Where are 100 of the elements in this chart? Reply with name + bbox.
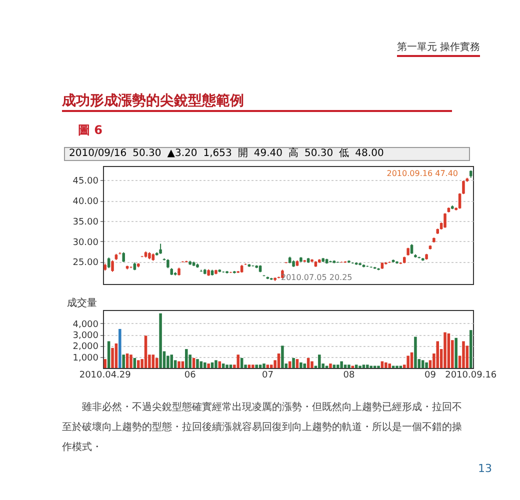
text: 2010/09/16 [69,148,127,160]
bar [111,348,114,368]
bar [203,362,206,368]
chart-title: 成功形成漲勢的尖銳型態範例 [62,92,452,112]
bar [340,361,343,368]
x-tick-label: 07 [262,370,274,380]
bar [222,364,225,368]
bar [226,364,228,368]
bar [255,364,258,368]
candlestick [159,243,162,254]
chart-subtitle: 圖 6 [78,122,103,139]
bar [229,364,232,368]
bar [421,360,424,368]
bar [178,361,180,368]
bar [348,364,350,368]
bar [410,352,414,368]
text: 第一單元 操作實務 [396,40,480,57]
bar [425,362,428,368]
text: 50.30 [132,148,162,160]
text: 1,653 [203,148,232,160]
bar [114,343,118,368]
text: 13 [478,462,492,475]
candlestick [107,257,110,269]
bar [196,359,199,368]
text: 50.30 [304,148,334,160]
y-tick-label: 30.00 [72,238,99,248]
y-tick-label: 40.00 [72,197,99,208]
bar [306,358,310,368]
x-tick-label: 2010.04.29 [79,370,132,380]
text: 開 [238,148,248,160]
bar [329,364,332,368]
bar [436,341,440,368]
annotation: 2010.07.05 20.25 [281,273,352,282]
bar [444,332,446,368]
bar [130,354,132,368]
bar [388,364,391,368]
candlestick [444,212,446,228]
bar [122,354,125,368]
annotation: 2010.09.16 47.40 [386,169,458,178]
bar [318,354,321,368]
bar [236,354,240,368]
bar [447,333,450,368]
bar [462,341,465,368]
bar [144,336,148,368]
bar [344,364,347,368]
bar [414,336,417,368]
bar [469,330,472,368]
bar [240,358,244,368]
bar [214,360,218,368]
bar [207,364,210,368]
bar [155,358,158,368]
bar [185,349,188,368]
bar [384,362,388,368]
text: 49.40 [254,148,283,160]
bar [281,346,284,368]
bar [277,354,280,368]
x-tick-label: 06 [184,370,196,380]
bar [136,360,140,368]
x-tick-label: 09 [424,370,436,380]
text: 48.00 [355,148,384,160]
bar [454,338,458,368]
bar [104,359,107,368]
y-tick-label: 45.00 [72,176,99,187]
chart-title: 成交量 [67,297,97,309]
bar [252,364,254,368]
text: ▲3.20 [167,148,198,160]
candlestick [462,180,465,195]
y-tick-label: 1,000 [72,353,99,364]
bar [300,362,302,368]
candlestick [122,252,125,263]
text: 雖非必然・不過尖銳型態確實經常出現凌厲的漲勢・但既然向上趨勢已經形成・拉回不至於破壞向上趨勢的型態・拉回後續漲就容易回復到向上趨勢的軌道・所以是一個不錯的操作模式・ [62,400,462,455]
x-tick-label: 2010.09.16 [445,370,497,380]
y-tick-label: 35.00 [72,217,99,228]
bar [107,341,110,368]
y-tick-label: 2,000 [72,342,99,352]
bar [248,364,251,368]
x-tick-label: 08 [343,370,355,380]
text: 高 [288,148,299,160]
bar [292,358,295,368]
text: 低 [339,148,350,160]
y-tick-label: 25.00 [72,258,99,268]
bar [126,354,129,368]
bar [362,364,366,368]
bar [332,364,336,368]
bar [310,361,314,368]
bar [366,364,369,368]
bar [133,358,136,368]
candlestick [111,260,114,272]
bar [303,364,306,368]
bar [166,356,170,368]
bar [152,354,155,368]
bar [406,356,410,368]
bar [266,364,270,368]
bar [262,364,266,368]
bar [336,364,340,368]
y-tick-label: 4,000 [72,320,99,330]
bar [354,364,358,368]
bar [118,328,122,368]
y-tick-label: 3,000 [72,331,99,342]
bar [170,354,174,368]
